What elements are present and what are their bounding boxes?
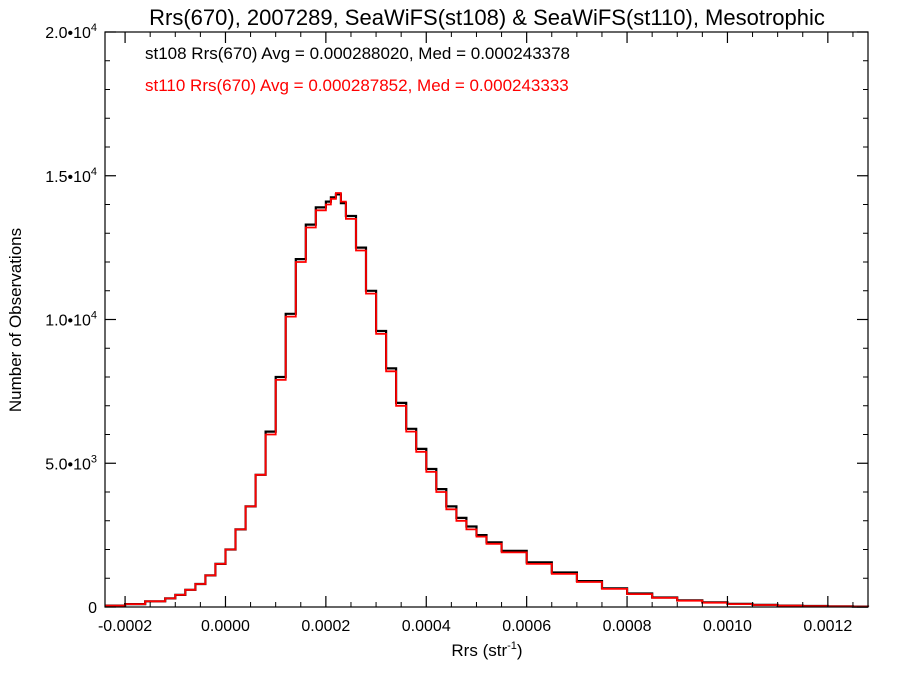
- series-line-st110: [105, 192, 869, 608]
- x-tick-label: 0.0004: [402, 618, 451, 635]
- x-axis-label: Rrs (str-1): [451, 640, 522, 660]
- x-tick-label: 0.0008: [603, 618, 652, 635]
- x-axis-label-superscript: -1: [507, 640, 517, 652]
- y-tick-label: 1.5•104: [45, 166, 97, 186]
- y-tick-label: 0: [88, 600, 97, 617]
- x-tick-label: 0.0012: [803, 618, 852, 635]
- plot-frame: [104, 31, 869, 608]
- series-line-st108: [105, 193, 870, 608]
- y-tick-label: 2.0•104: [45, 22, 97, 42]
- x-tick-label: -0.0002: [98, 618, 152, 635]
- x-tick-label: 0.0010: [703, 618, 752, 635]
- x-tick-label: 0.0000: [201, 618, 250, 635]
- series-st108-stats: st108 Rrs(670) Avg = 0.000288020, Med = …: [145, 44, 570, 63]
- series-st110-stats: st110 Rrs(670) Avg = 0.000287852, Med = …: [145, 76, 569, 95]
- axes: -0.0002 0.0000 0.0002 0.0004 0.0006 0.0008 0.0…: [45, 22, 869, 635]
- x-tick-label: 0.0002: [301, 618, 350, 635]
- y-tick-label: 1.0•104: [45, 310, 97, 330]
- x-axis-label-end: ): [517, 641, 523, 660]
- y-axis-label: Number of Observations: [6, 228, 25, 412]
- chart-title: Rrs(670), 2007289, SeaWiFS(st108) & SeaW…: [149, 5, 825, 30]
- plot-area: [105, 192, 870, 608]
- y-tick-label: 5.0•103: [45, 453, 97, 473]
- x-axis-label-main: Rrs (str: [451, 641, 507, 660]
- x-tick-label: 0.0006: [502, 618, 551, 635]
